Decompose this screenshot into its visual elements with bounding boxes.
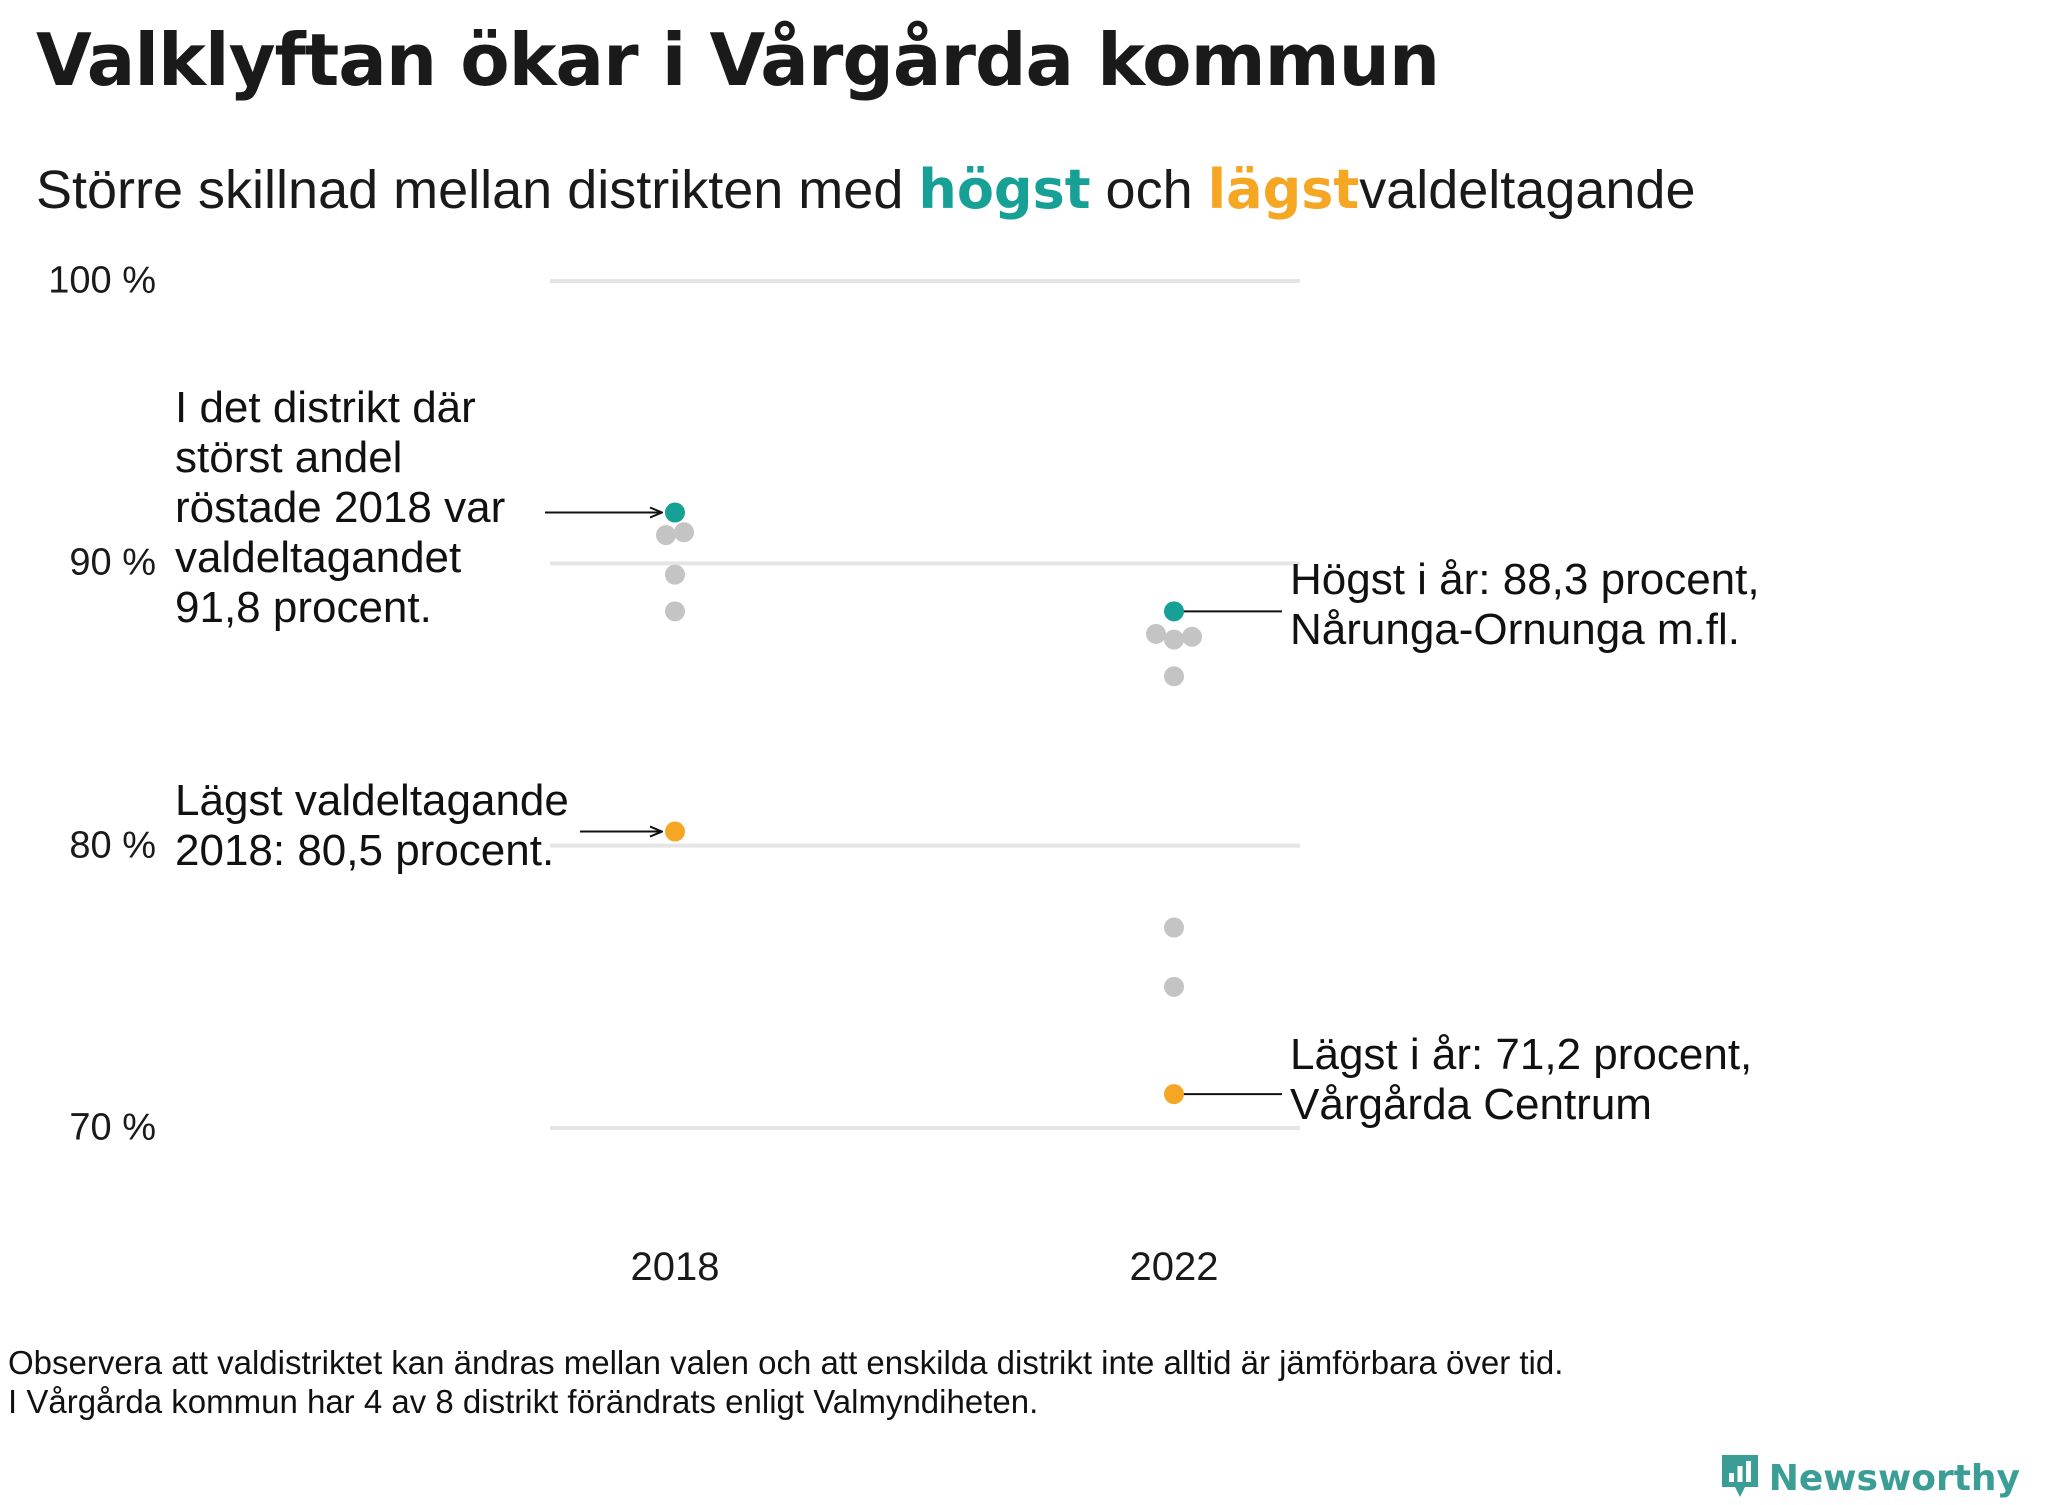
x-tick-label: 2022 — [1129, 1245, 1219, 1289]
annotation-arrows — [545, 513, 1282, 1095]
data-point-highest — [665, 502, 685, 523]
footnote: Observera att valdistriktet kan ändras m… — [8, 1344, 1564, 1420]
y-tick-label: 100 % — [48, 259, 156, 302]
annotation-text: Högst i år: 88,3 procent, Nårunga-Ornung… — [1290, 555, 1760, 654]
chart-plot — [545, 279, 1300, 1130]
data-point-other — [1182, 626, 1202, 647]
bar-chart-logo-icon — [1719, 1452, 1761, 1505]
data-point-other — [1164, 629, 1184, 650]
subtitle-lowest-label: lägst — [1207, 158, 1360, 221]
data-point-other — [665, 601, 685, 622]
subtitle-text-end: valdeltagande — [1359, 160, 1696, 220]
annotation-text: Lägst i år: 71,2 procent, Vårgårda Centr… — [1290, 1030, 1753, 1129]
data-point-lowest — [665, 821, 685, 842]
data-point-other — [1164, 976, 1184, 997]
data-points — [656, 502, 1202, 1105]
brand-name: Newsworthy — [1768, 1458, 2020, 1499]
data-point-other — [1164, 666, 1184, 687]
annotation-text: I det distrikt där störst andel röstade … — [175, 383, 506, 632]
data-point-highest — [1164, 601, 1184, 622]
subtitle-text-start: Större skillnad mellan distrikten med — [36, 160, 904, 220]
data-point-other — [665, 564, 685, 585]
annotation-text: Lägst valdeltagande 2018: 80,5 procent. — [175, 776, 569, 875]
x-tick-label: 2018 — [630, 1245, 720, 1289]
data-point-other — [1164, 917, 1184, 938]
y-tick-label: 90 % — [69, 541, 156, 584]
subtitle-highest-label: högst — [918, 158, 1091, 221]
y-tick-label: 80 % — [69, 824, 156, 867]
data-point-other — [656, 525, 676, 546]
chart-title: Valklyftan ökar i Vårgårda kommun — [36, 18, 1440, 102]
newsworthy-brand[interactable]: Newsworthy — [1719, 1452, 2020, 1505]
data-point-other — [1146, 623, 1166, 644]
data-point-other — [674, 522, 694, 543]
subtitle-and: och — [1105, 160, 1193, 220]
y-tick-label: 70 % — [69, 1106, 156, 1149]
data-point-lowest — [1164, 1084, 1184, 1105]
gridlines — [550, 279, 1300, 1130]
chart-subtitle: Större skillnad mellan distrikten med hö… — [36, 158, 1696, 221]
